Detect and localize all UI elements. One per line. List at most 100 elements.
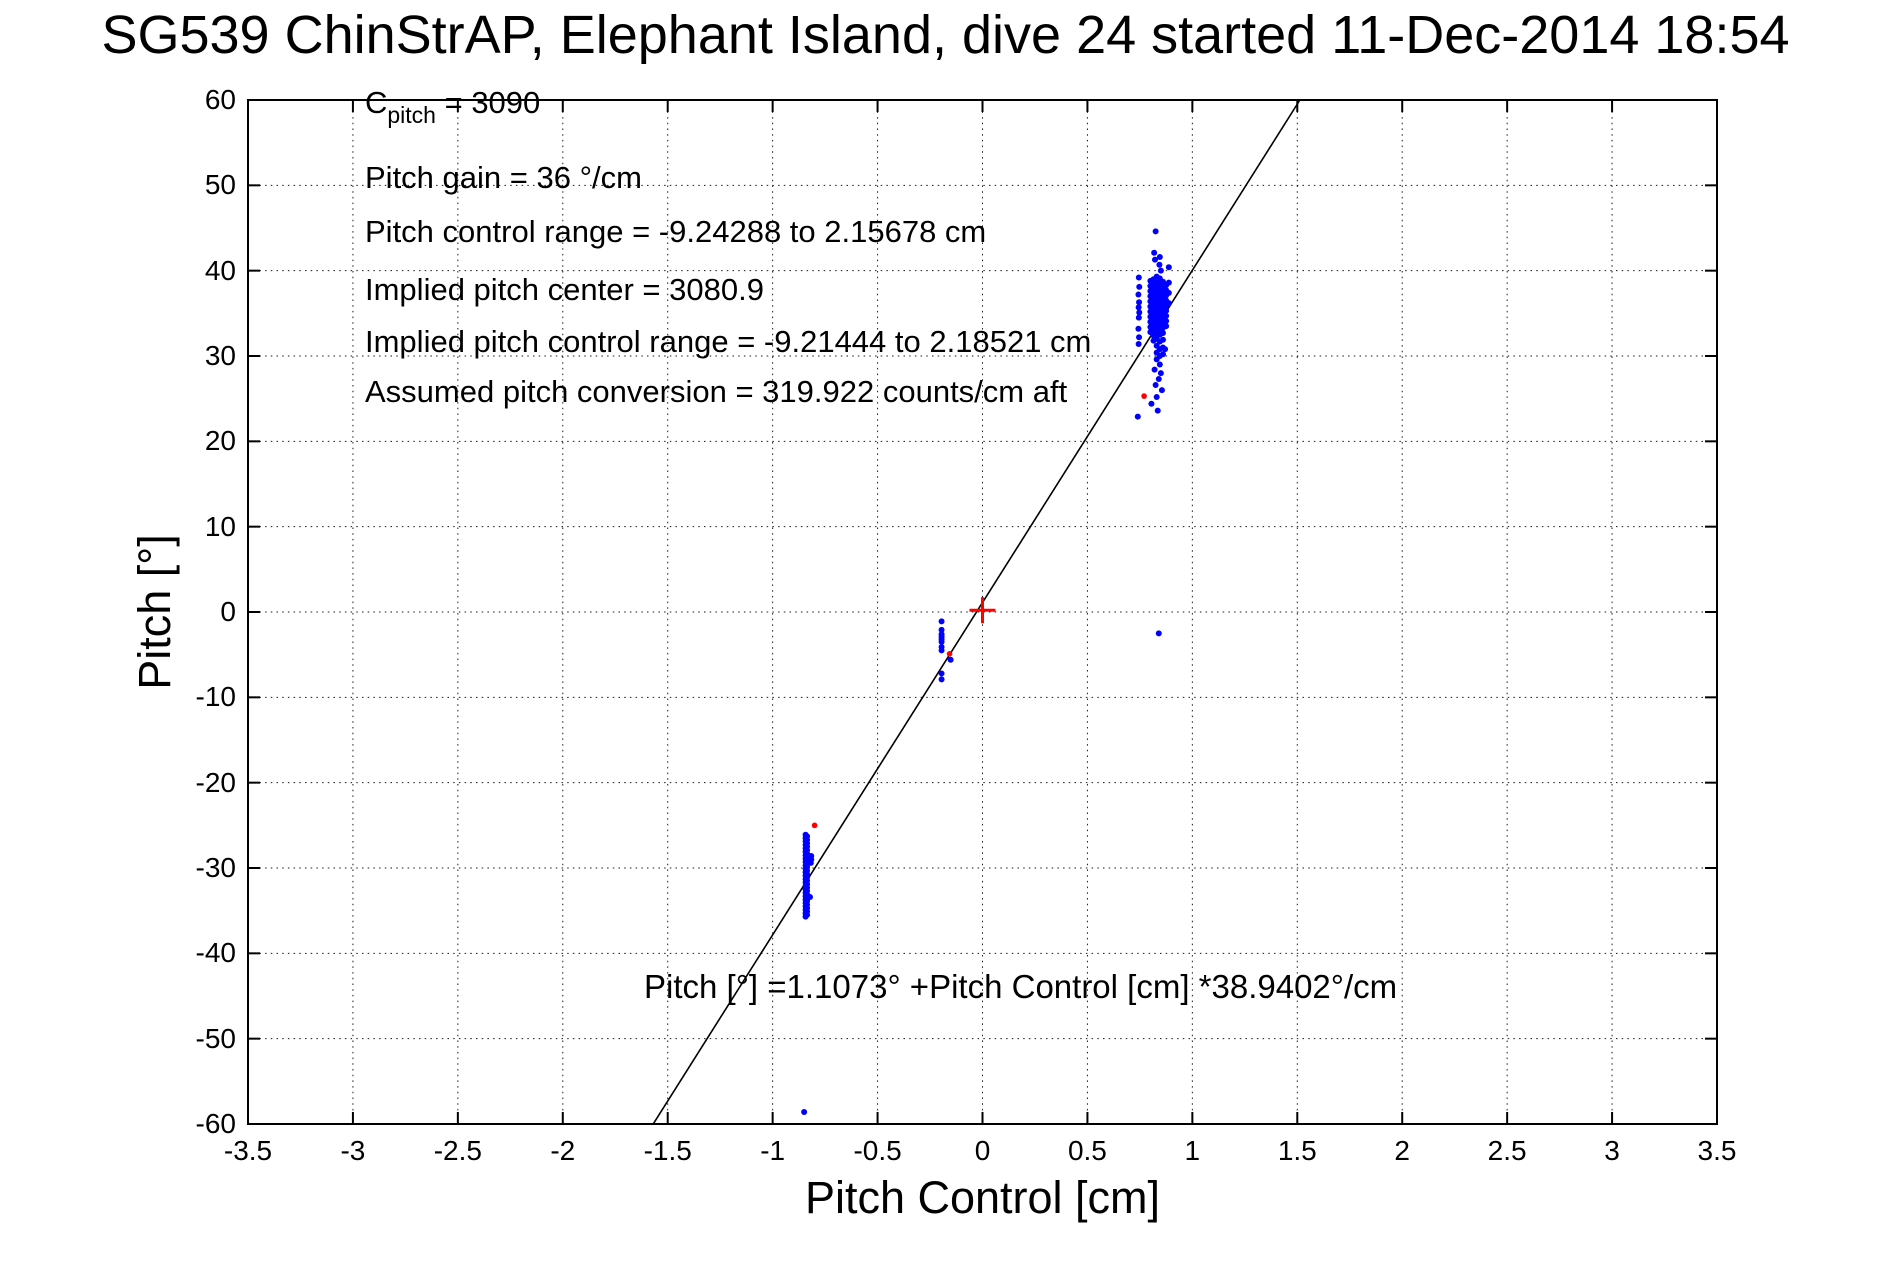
- y-tick-label: 20: [204, 425, 236, 457]
- pitch-observations-marker: [1136, 299, 1143, 306]
- pitch-observations-marker: [1135, 341, 1142, 348]
- x-tick-label: 0.5: [1067, 1135, 1107, 1166]
- pitch-observations-marker: [1156, 261, 1163, 268]
- pitch-observations-marker: [938, 626, 945, 633]
- flagged-points-marker: [1141, 393, 1147, 399]
- annotation-assumed-pitch-conversion: Assumed pitch conversion = 319.922 count…: [365, 374, 1068, 409]
- x-tick-label: -1.5: [643, 1135, 692, 1166]
- y-axis-tick-labels: -60 -50 -40 -30 -20 -10 0 10 20 30 40 50 60: [0, 0, 236, 1262]
- fit-equation-label: Pitch [°] =1.1073° +Pitch Control [cm] *…: [644, 968, 1398, 1005]
- annotation-implied-pitch-center: Implied pitch center = 3080.9: [365, 272, 764, 307]
- y-tick-label: -40: [195, 937, 236, 969]
- x-tick-label: 3.5: [1697, 1135, 1737, 1166]
- pitch-observations-marker: [802, 913, 809, 920]
- pitch-observations-marker: [1157, 267, 1164, 274]
- annotation-c-pitch: Cpitch = 3090: [365, 84, 540, 134]
- pitch-observations-marker: [1151, 366, 1158, 373]
- pitch-observations-marker: [806, 894, 813, 901]
- pitch-observations-marker: [1154, 407, 1161, 414]
- pitch-observations-marker: [801, 1109, 808, 1116]
- pitch-observations-marker: [1156, 254, 1163, 261]
- pitch-observations-marker: [1153, 356, 1160, 363]
- y-tick-label: 30: [204, 340, 236, 371]
- pitch-observations-marker: [1159, 351, 1166, 358]
- pitch-observations-marker: [1135, 274, 1142, 281]
- y-tick-label: 60: [204, 84, 236, 115]
- annotation-c-pitch-prefix: C: [365, 85, 388, 120]
- y-tick-label: 50: [204, 169, 236, 201]
- pitch-observations-marker: [1155, 630, 1162, 637]
- pitch-observations-marker: [938, 670, 945, 677]
- x-axis-label: Pitch Control [cm]: [804, 1172, 1161, 1223]
- x-tick-label: 2: [1394, 1135, 1410, 1166]
- pitch-observations-marker: [1165, 289, 1172, 296]
- pitch-observations-marker: [1162, 346, 1169, 353]
- pitch-observations-marker: [1163, 318, 1170, 325]
- flagged-points-marker: [946, 651, 953, 657]
- x-tick-label: -3.5: [223, 1135, 273, 1166]
- pitch-observations-marker: [1135, 314, 1142, 321]
- y-axis-label: Pitch [°]: [129, 534, 180, 690]
- annotation-c-pitch-value: = 3090: [435, 85, 541, 120]
- pitch-observations-marker: [938, 676, 945, 683]
- pitch-observations-marker: [1163, 312, 1170, 319]
- pitch-observations-marker: [1163, 323, 1170, 330]
- pitch-observations-marker: [938, 647, 945, 654]
- x-tick-label: -1: [760, 1135, 786, 1166]
- annotation-implied-pitch-control-range: Implied pitch control range = -9.21444 t…: [365, 324, 1092, 359]
- pitch-observations-marker: [1135, 291, 1142, 298]
- x-axis-tick-labels: -3.5 -3 -2.5 -2 -1.5 -1 -0.5 0 0.5 1 1.5 2 2.5 3 3.5: [0, 1134, 1891, 1170]
- pitch-observations-marker: [1152, 382, 1159, 389]
- pitch-observations-marker: [1136, 283, 1143, 290]
- pitch-observations-marker: [1136, 334, 1143, 341]
- y-tick-label: -30: [195, 852, 236, 883]
- pitch-observations-marker: [1156, 361, 1163, 368]
- x-tick-label: 1: [1184, 1135, 1201, 1166]
- pitch-observations-marker: [1159, 336, 1166, 343]
- x-tick-label: 1.5: [1277, 1135, 1317, 1166]
- pitch-observations-marker: [1163, 307, 1170, 314]
- pitch-observations-marker: [1165, 264, 1172, 271]
- annotation-pitch-control-range: Pitch control range = -9.24288 to 2.1567…: [365, 214, 987, 249]
- y-tick-label: -50: [195, 1022, 236, 1054]
- fit-line: [652, 99, 1301, 1125]
- pitch-observations-marker: [1148, 400, 1155, 407]
- annotation-c-pitch-subscript: pitch: [387, 102, 436, 128]
- x-tick-label: -0.5: [853, 1135, 902, 1166]
- pitch-observations-marker: [1134, 413, 1141, 420]
- pitch-observations-marker: [1158, 387, 1165, 394]
- pitch-observations-marker: [1157, 370, 1164, 377]
- y-tick-label: 0: [220, 596, 236, 627]
- y-tick-label: -10: [195, 681, 236, 713]
- pitch-observations-marker: [1152, 256, 1159, 263]
- figure-title: SG539 ChinStrAP, Elephant Island, dive 2…: [101, 5, 1790, 65]
- y-tick-label: 10: [204, 510, 236, 542]
- implied-center-marker-marker: [969, 597, 996, 624]
- pitch-observations-marker: [938, 618, 945, 625]
- x-tick-label: -2.5: [433, 1135, 482, 1166]
- pitch-observations-marker: [938, 638, 945, 645]
- x-tick-label: 2.5: [1487, 1135, 1527, 1166]
- pitch-observations-marker: [807, 859, 814, 866]
- pitch-observations-marker: [1159, 329, 1166, 336]
- pitch-observations-marker: [1155, 376, 1162, 383]
- y-tick-label: 40: [204, 254, 236, 286]
- pitch-observations-marker: [947, 656, 954, 663]
- x-tick-label: 0: [974, 1135, 991, 1166]
- flagged-points-marker: [811, 822, 818, 829]
- x-tick-label: -2: [550, 1135, 576, 1166]
- pitch-observations-marker: [1151, 249, 1158, 256]
- pitch-observations-marker: [1153, 393, 1160, 400]
- x-tick-label: -3: [340, 1135, 366, 1166]
- pitch-observations-marker: [1136, 309, 1143, 316]
- pitch-observations-marker: [1152, 228, 1159, 235]
- annotation-pitch-gain: Pitch gain = 36 °/cm: [365, 160, 642, 195]
- y-tick-label: -20: [195, 766, 236, 798]
- pitch-observations-marker: [1165, 279, 1172, 286]
- x-tick-label: 3: [1604, 1135, 1620, 1166]
- pitch-observations-marker: [1135, 325, 1142, 332]
- pitch-observations-marker: [1165, 300, 1172, 307]
- y-tick-label: -60: [195, 1108, 236, 1139]
